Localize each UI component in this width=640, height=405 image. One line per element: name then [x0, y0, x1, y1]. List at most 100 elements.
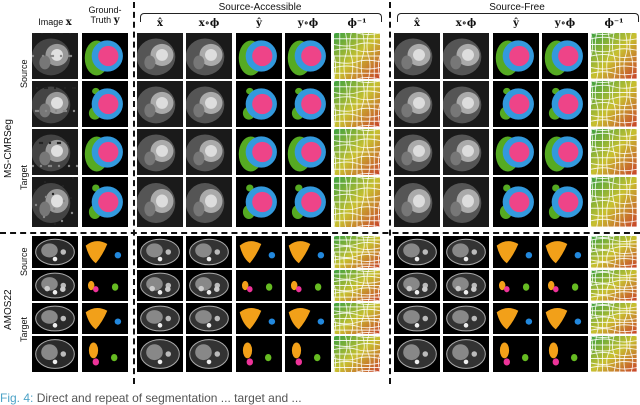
header-sa-yhat: ŷ [256, 18, 262, 29]
image-cell-sf-yphi-row6 [542, 270, 588, 301]
header-sf-yhat: ŷ [513, 18, 519, 29]
header-sf-yphi: y∘ϕ [554, 18, 576, 29]
row-label-amos-source: Source [19, 247, 29, 276]
image-cell-sa-yphi-row6 [285, 270, 331, 301]
header-image-label: Image [38, 17, 64, 27]
image-cell-image-row1 [32, 33, 78, 79]
image-cell-sf-yhat-row3 [493, 129, 539, 175]
image-cell-sf-xphi-row7 [443, 303, 489, 334]
group-brace-source-accessible [140, 13, 382, 22]
image-cell-sa-xphi-row8 [186, 336, 232, 372]
separator-vertical-right [389, 2, 391, 384]
image-cell-sa-xphi-row6 [186, 270, 232, 301]
image-cell-sa-xhat-row4 [137, 177, 183, 227]
image-cell-sa-xhat-row7 [137, 303, 183, 334]
image-cell-sa-phiinv-row2 [334, 81, 380, 127]
image-cell-sa-phiinv-row1 [334, 33, 380, 79]
image-cell-sf-xhat-row2 [394, 81, 440, 127]
image-cell-sa-phiinv-row5 [334, 236, 380, 268]
header-sf-xhat: x̂ [414, 18, 420, 29]
header-image: Image x [32, 17, 78, 28]
image-cell-sf-yhat-row1 [493, 33, 539, 79]
image-cell-sa-yhat-row5 [236, 236, 282, 268]
image-cell-sa-yphi-row2 [285, 81, 331, 127]
image-cell-sa-yphi-row8 [285, 336, 331, 372]
image-cell-sa-yphi-row5 [285, 236, 331, 268]
header-sf-phiinv: ϕ⁻¹ [604, 18, 624, 29]
row-label-ms-source: Source [19, 59, 29, 88]
image-cell-sf-xhat-row8 [394, 336, 440, 372]
image-cell-sa-xphi-row3 [186, 129, 232, 175]
image-cell-sf-yhat-row2 [493, 81, 539, 127]
image-cell-sa-phiinv-row6 [334, 270, 380, 301]
image-cell-ground-truth-row8 [82, 336, 128, 372]
image-cell-sa-xhat-row8 [137, 336, 183, 372]
image-cell-image-row3 [32, 129, 78, 175]
image-cell-sa-phiinv-row3 [334, 129, 380, 175]
image-cell-sf-xhat-row6 [394, 270, 440, 301]
image-cell-sf-xphi-row6 [443, 270, 489, 301]
image-cell-image-row5 [32, 236, 78, 268]
image-cell-sa-yphi-row1 [285, 33, 331, 79]
header-gt-line2: Truth [90, 15, 112, 25]
image-cell-sa-xhat-row3 [137, 129, 183, 175]
header-sa-xhat: x̂ [157, 18, 163, 29]
separator-vertical-left [133, 2, 135, 384]
image-cell-sa-xphi-row1 [186, 33, 232, 79]
image-cell-ground-truth-row3 [82, 129, 128, 175]
group-title-source-accessible: Source-Accessible [218, 2, 302, 13]
image-cell-sf-yphi-row7 [542, 303, 588, 334]
image-cell-sf-xphi-row2 [443, 81, 489, 127]
group-brace-source-free [397, 13, 639, 22]
image-cell-sf-xphi-row3 [443, 129, 489, 175]
image-cell-sa-xphi-row4 [186, 177, 232, 227]
image-cell-sa-phiinv-row4 [334, 177, 380, 227]
group-title-source-free: Source-Free [489, 2, 545, 13]
image-cell-sf-phiinv-row3 [591, 129, 637, 175]
image-cell-sf-yphi-row3 [542, 129, 588, 175]
image-cell-sf-xhat-row5 [394, 236, 440, 268]
image-cell-sf-phiinv-row6 [591, 270, 637, 301]
row-label-amos-target: Target [19, 316, 29, 342]
header-gt-symbol: y [113, 15, 120, 26]
image-cell-sf-xphi-row5 [443, 236, 489, 268]
image-cell-ground-truth-row1 [82, 33, 128, 79]
image-cell-sf-xhat-row3 [394, 129, 440, 175]
row-label-ms-target: Target [19, 164, 29, 190]
figure-caption: Fig. 4: Direct and repeat of segmentatio… [0, 391, 302, 405]
header-sa-xphi: x∘ϕ [198, 18, 220, 29]
header-sa-phiinv: ϕ⁻¹ [347, 18, 367, 29]
image-cell-sa-yhat-row8 [236, 336, 282, 372]
separator-horizontal [0, 232, 640, 234]
image-cell-ground-truth-row7 [82, 303, 128, 334]
image-cell-sa-phiinv-row8 [334, 336, 380, 372]
image-cell-sf-yhat-row8 [493, 336, 539, 372]
image-cell-image-row6 [32, 270, 78, 301]
caption-text: Direct and repeat of segmentation ... ta… [36, 391, 302, 405]
image-cell-sf-yphi-row5 [542, 236, 588, 268]
image-cell-image-row4 [32, 177, 78, 227]
image-cell-sa-yphi-row3 [285, 129, 331, 175]
header-ground-truth: Ground- Truth y [82, 5, 128, 26]
image-cell-sf-xphi-row4 [443, 177, 489, 227]
image-cell-sa-xhat-row5 [137, 236, 183, 268]
image-cell-sf-yhat-row4 [493, 177, 539, 227]
image-cell-sf-phiinv-row8 [591, 336, 637, 372]
image-cell-sa-yhat-row6 [236, 270, 282, 301]
header-image-symbol: x [65, 17, 72, 28]
image-cell-sf-yphi-row4 [542, 177, 588, 227]
image-cell-ground-truth-row2 [82, 81, 128, 127]
image-cell-sf-yhat-row5 [493, 236, 539, 268]
dataset-label-ms-cmrseg: MS-CMRSeg [3, 119, 14, 178]
image-cell-sf-xhat-row4 [394, 177, 440, 227]
image-cell-sa-xphi-row5 [186, 236, 232, 268]
image-cell-image-row2 [32, 81, 78, 127]
image-cell-ground-truth-row6 [82, 270, 128, 301]
image-cell-sf-xhat-row1 [394, 33, 440, 79]
header-gt-line1: Ground- [88, 5, 122, 15]
image-cell-sf-xphi-row1 [443, 33, 489, 79]
image-cell-image-row7 [32, 303, 78, 334]
image-cell-sf-phiinv-row2 [591, 81, 637, 127]
image-cell-ground-truth-row5 [82, 236, 128, 268]
image-cell-sa-yphi-row7 [285, 303, 331, 334]
